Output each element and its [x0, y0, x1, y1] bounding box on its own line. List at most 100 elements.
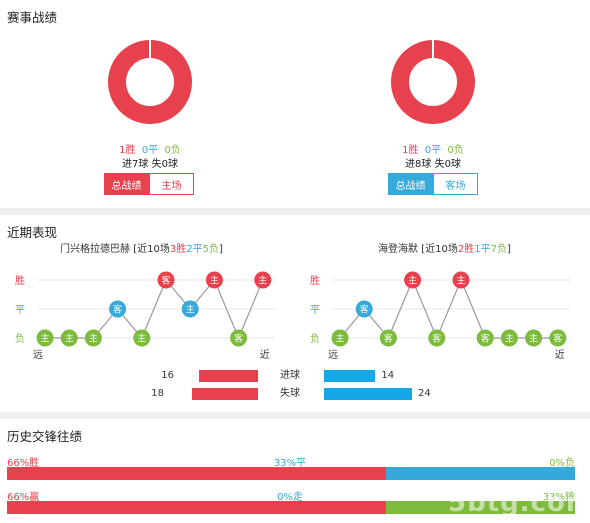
h2-loss-segment: [385, 501, 575, 514]
left-scored-bar: [199, 370, 258, 382]
right-form-chart: 胜平负 主客客主客主客主主客远近: [310, 271, 570, 361]
right-form-venue: 主: [335, 333, 344, 345]
left-record-donut: [108, 40, 192, 124]
left-form-dot: [109, 300, 127, 318]
left-team-name: 门兴格拉德巴赫: [60, 244, 130, 255]
left-goals: 进7球 失0球: [122, 159, 178, 170]
right-conceded-bar: [324, 388, 412, 400]
left-total-button[interactable]: 总战绩: [104, 173, 149, 195]
left-form-venue: 主: [89, 333, 98, 345]
recent-form-panel: 近期表现 门兴格拉德巴赫 [近10场3胜2平5负] 海登海默 [近10场2胜1平…: [0, 215, 590, 412]
left-form-dot: [181, 300, 199, 318]
left-summary-draws: 2平: [186, 244, 203, 255]
right-form-venue: 主: [408, 275, 417, 287]
left-ylabel-D: 平: [15, 305, 25, 316]
right-form-dot: [500, 329, 518, 347]
left-summary-post: ]: [218, 244, 223, 255]
right-goals: 进8球 失0球: [405, 159, 461, 170]
left-draws: 0平: [141, 145, 159, 156]
left-form-venue: 客: [161, 275, 170, 287]
left-form-point: 主: [205, 271, 223, 289]
right-form-point: 主: [331, 329, 349, 347]
right-form-point: 主: [525, 329, 543, 347]
left-form-dot: [205, 271, 223, 289]
right-form-dot: [476, 329, 494, 347]
right-form-point: 主: [452, 271, 470, 289]
left-conceded-value: 18: [151, 388, 164, 399]
record-panel: 赛事战绩 1胜 0平 0负 进7球 失0球 总战绩 主场 1胜 0平 0负 进8…: [0, 0, 590, 208]
right-total-button[interactable]: 总战绩: [388, 173, 433, 195]
left-form-point: 主: [181, 300, 199, 318]
right-summary-losses: 7负: [490, 244, 507, 255]
h2-push-label: 0%走: [277, 492, 303, 503]
right-losses: 0负: [447, 145, 464, 156]
right-form-venue: 主: [505, 333, 514, 345]
right-form-dot: [428, 329, 446, 347]
left-form-point: 主: [254, 271, 272, 289]
left-form-venue: 主: [258, 275, 267, 287]
left-form-point: 主: [36, 329, 54, 347]
right-scored-bar: [324, 370, 376, 382]
left-ylabel-L: 负: [15, 332, 25, 345]
h1-draw-label: 33%平: [273, 458, 307, 469]
left-far-label: 远: [33, 349, 43, 361]
h1-loss-label: 0%负: [549, 458, 575, 469]
h1-draw-segment: [385, 467, 575, 480]
right-form-venue: 客: [553, 333, 562, 345]
left-losses: 0负: [164, 145, 181, 156]
right-ylabel-W: 胜: [310, 275, 320, 287]
right-form-venue: 客: [432, 333, 441, 345]
right-away-button[interactable]: 客场: [433, 173, 478, 195]
record-title: 赛事战绩: [7, 10, 58, 25]
left-wins: 1胜: [119, 145, 136, 156]
h2-win-label: 66%赢: [7, 492, 40, 503]
history-title: 历史交锋往绩: [7, 429, 83, 444]
left-form-dot: [133, 329, 151, 347]
right-form-point: 客: [476, 329, 494, 347]
right-form-line: [339, 278, 558, 340]
right-ylabel-D: 平: [310, 305, 320, 316]
left-form-dot: [60, 329, 78, 347]
h1-win-segment: [7, 467, 386, 480]
right-summary-draws: 1平: [474, 244, 491, 255]
left-form-point: 客: [157, 271, 175, 289]
right-wins: 1胜: [402, 145, 419, 156]
right-form-venue: 客: [481, 333, 490, 345]
right-form-point: 客: [355, 300, 373, 318]
h1-win-label: 66%胜: [7, 458, 40, 469]
left-summary-losses: 5负: [202, 244, 219, 255]
h2-bar: [7, 501, 575, 514]
left-conceded-bar: [192, 388, 258, 400]
right-scored-value: 14: [381, 370, 395, 381]
recent-title: 近期表现: [7, 225, 58, 240]
right-summary-wins: 2胜: [457, 244, 475, 255]
history-panel: 历史交锋往绩 66%胜 33%平 0%负 66%赢 0%走 33%输: [0, 419, 590, 523]
right-team-name: 海登海默: [378, 244, 418, 255]
right-wdl: 1胜 0平 0负: [343, 141, 523, 156]
h1-bar: [7, 467, 575, 480]
right-form-venue: 客: [360, 304, 369, 316]
left-form-point: 客: [230, 329, 248, 347]
conceded-label: 失球: [280, 388, 300, 399]
watermark: 5btg.com: [448, 488, 590, 518]
right-form-venue: 主: [529, 333, 538, 345]
left-form-point: 主: [60, 329, 78, 347]
right-form-dot: [331, 329, 349, 347]
left-form-point: 主: [133, 329, 151, 347]
left-home-button[interactable]: 主场: [149, 173, 194, 195]
left-form-line: [45, 278, 264, 340]
right-filter-buttons: 总战绩 客场: [388, 173, 478, 195]
left-near-label: 近: [260, 348, 270, 361]
right-form-venue: 客: [384, 333, 393, 345]
left-form-chart: 胜平负主主主客主客主主客主远近: [15, 271, 275, 361]
left-form-venue: 主: [186, 304, 195, 316]
left-wdl: 1胜 0平 0负: [60, 141, 240, 156]
right-form-point: 主: [404, 271, 422, 289]
right-record-donut: [391, 40, 475, 124]
left-summary-wins: 3胜: [169, 244, 187, 255]
right-form-dot: [525, 329, 543, 347]
right-team-summary: 海登海默 [近10场2胜1平7负]: [378, 240, 511, 255]
h2-loss-label: 33%输: [542, 492, 575, 503]
left-form-dot: [84, 329, 102, 347]
left-form-point: 客: [109, 300, 127, 318]
